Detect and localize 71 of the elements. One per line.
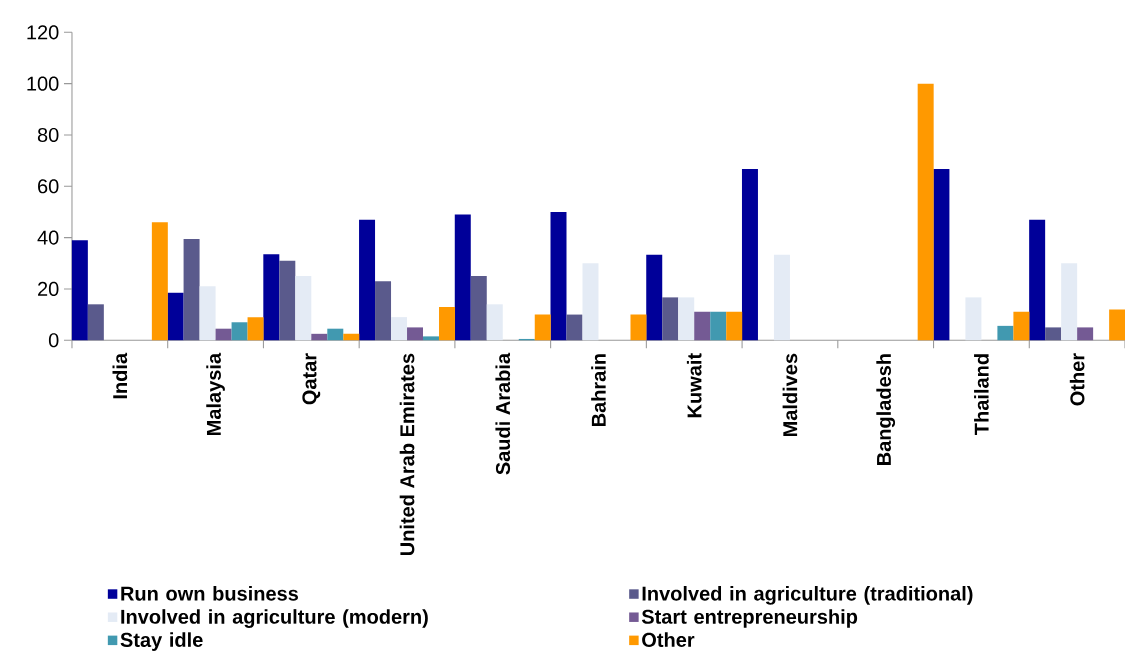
bar (1045, 327, 1062, 341)
y-tick-label: 0 (48, 333, 59, 348)
bar (694, 311, 711, 341)
y-tick-label: 20 (38, 281, 59, 297)
bar (630, 314, 647, 341)
x-tick-label: United Arab Emirates (399, 353, 415, 556)
x-tick-label: Thailand (974, 354, 989, 436)
y-tick-label: 100 (27, 76, 59, 91)
y-tick-label: 120 (27, 25, 59, 40)
bar (662, 297, 679, 341)
bar (407, 327, 424, 341)
bar (279, 260, 296, 341)
x-tick-label: Malaysia (206, 352, 225, 436)
bar (550, 212, 567, 341)
bar (1061, 263, 1078, 341)
bar (773, 254, 790, 341)
bar (311, 333, 328, 341)
bar (997, 325, 1014, 341)
bar (470, 276, 487, 341)
bar (726, 311, 743, 341)
x-tick-label: Maldives (782, 353, 798, 437)
bar (566, 314, 583, 341)
bar (183, 238, 200, 341)
bar (534, 314, 551, 341)
bar (486, 304, 503, 341)
y-tick-label: 80 (37, 127, 59, 143)
bar (375, 281, 392, 341)
bar (263, 254, 280, 341)
x-tick-label: Kuwait (686, 353, 702, 418)
bar (247, 317, 264, 341)
bar (359, 219, 376, 341)
bar (582, 263, 599, 341)
bar (343, 333, 360, 341)
bar (71, 240, 88, 341)
bar (215, 328, 232, 341)
bar (327, 328, 344, 341)
bar (933, 169, 950, 341)
bar (965, 297, 982, 341)
legend-label: Involved in agriculture (modern) (121, 609, 428, 628)
x-tick-label: Qatar (302, 353, 321, 405)
x-tick-label: Bangladesh (876, 354, 896, 466)
legend-label: Stay idle (120, 632, 203, 652)
bar (1013, 311, 1030, 341)
x-tick-label: Bahrain (591, 354, 606, 427)
bar (646, 254, 663, 341)
bar (87, 304, 104, 341)
bar (167, 292, 184, 341)
legend-label: Other (642, 632, 695, 648)
bar (439, 306, 456, 341)
y-tick-label: 40 (37, 230, 59, 245)
bar (1077, 327, 1094, 341)
x-tick-label: Other (1069, 353, 1085, 406)
bar (1109, 309, 1125, 341)
bar (295, 276, 312, 341)
bar (454, 214, 471, 341)
y-tick-label: 60 (38, 179, 59, 194)
bar (741, 169, 758, 341)
bar (231, 322, 248, 341)
legend-label: Run own business (121, 586, 298, 601)
legend-label: Involved in agriculture (traditional) (642, 586, 973, 605)
bar (710, 311, 727, 341)
bar (391, 317, 408, 341)
bar (917, 83, 934, 341)
bar (1029, 219, 1046, 341)
x-tick-label: India (112, 352, 128, 399)
legend-label: Start entrepreneurship (641, 609, 858, 628)
bar (678, 297, 695, 341)
bar (151, 222, 168, 341)
bar (199, 286, 216, 341)
x-tick-label: Saudi Arabia (495, 352, 511, 475)
bar (423, 336, 440, 341)
